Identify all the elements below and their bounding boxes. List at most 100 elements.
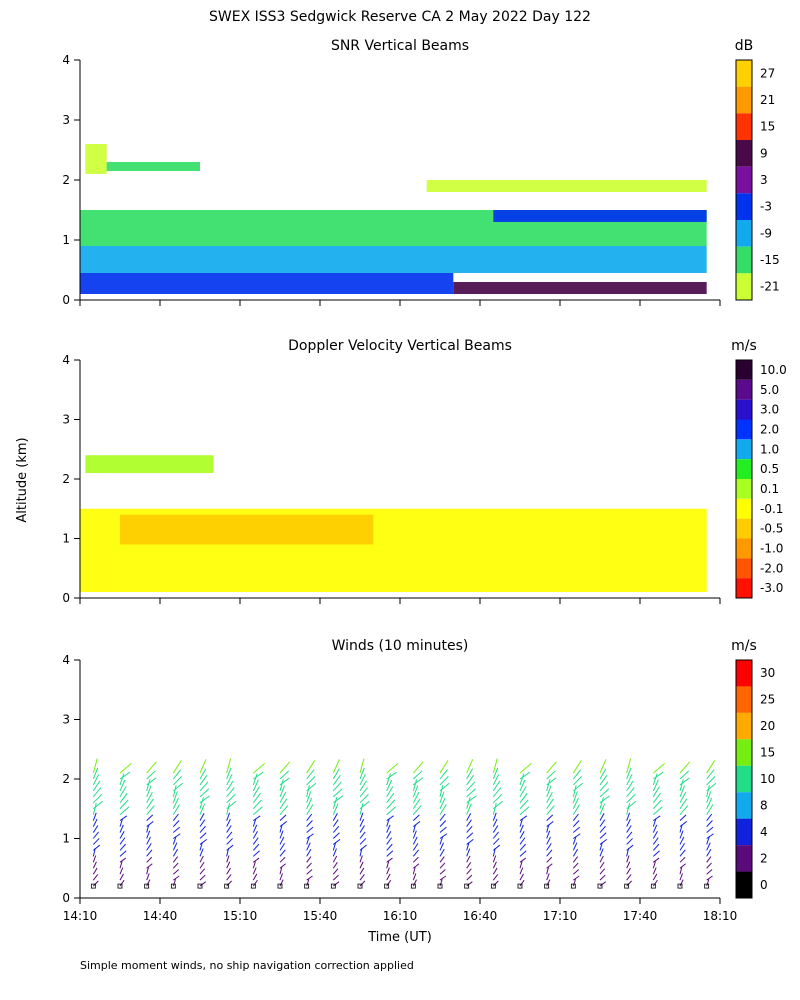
wind-barb	[679, 867, 683, 875]
colorbar-swatch	[736, 792, 752, 819]
calm-marker	[704, 883, 710, 889]
wind-barb	[626, 818, 631, 827]
y-tick-label: 3	[62, 713, 70, 727]
wind-barb	[92, 867, 98, 875]
wind-profile	[410, 761, 424, 889]
wind-barb	[279, 843, 286, 851]
wind-barb	[359, 800, 370, 810]
wind-barb	[172, 769, 182, 780]
wind-barb	[253, 857, 260, 863]
colorbar-swatch	[736, 379, 752, 400]
colorbar-label: -0.5	[760, 522, 783, 536]
wind-barb	[386, 786, 394, 798]
wind-profile	[650, 762, 666, 889]
wind-profile	[704, 760, 717, 889]
wind-barb	[546, 836, 551, 845]
wind-barb	[252, 861, 256, 869]
colorbar-swatch	[736, 360, 752, 380]
wind-barb	[546, 798, 554, 810]
colorbar-swatch	[736, 220, 752, 247]
calm-marker	[464, 883, 470, 889]
x-tick-label: 18:10	[703, 909, 738, 923]
wind-barb	[652, 818, 657, 827]
wind-barb	[119, 792, 128, 804]
colorbar-frame	[735, 59, 753, 301]
wind-barb	[706, 804, 714, 815]
wind-barb	[492, 758, 498, 774]
wind-barb	[306, 879, 310, 887]
wind-barb	[146, 777, 157, 786]
x-tick-label: 14:10	[63, 909, 98, 923]
wind-barb	[119, 818, 124, 827]
wind-barb	[172, 842, 178, 851]
wind-barb	[599, 881, 606, 887]
wind-barb	[92, 818, 98, 827]
wind-barb	[119, 779, 126, 792]
calm-marker	[170, 883, 176, 889]
colorbar-swatch	[736, 439, 752, 460]
wind-barb	[199, 842, 203, 851]
wind-barb	[359, 825, 365, 833]
wind-barb	[199, 862, 205, 869]
wind-barb	[199, 881, 206, 887]
wind-barb	[519, 799, 529, 810]
wind-barb	[466, 848, 471, 857]
colorbar-unit: m/s	[731, 338, 757, 354]
wind-barb	[706, 836, 710, 845]
wind-barb	[359, 794, 369, 804]
wind-barb	[199, 825, 206, 833]
wind-barb	[359, 855, 363, 863]
wind-barb	[679, 879, 684, 887]
wind-barb	[413, 777, 424, 786]
field-layer	[426, 180, 707, 192]
wind-barb	[253, 806, 263, 816]
colorbar-swatch	[736, 166, 752, 194]
wind-profile	[250, 762, 266, 889]
wind-barb	[279, 814, 287, 822]
wind-barb	[599, 825, 606, 833]
wind-barb	[572, 842, 578, 851]
wind-barb	[306, 826, 314, 833]
wind-barb	[466, 855, 471, 863]
colorbar-label: 1.0	[760, 442, 779, 456]
wind-barb	[306, 833, 314, 839]
wind-barb	[386, 799, 396, 810]
colorbar-label: 10	[760, 772, 775, 786]
wind-barb	[252, 867, 257, 875]
wind-barb	[146, 836, 151, 845]
wind-barb	[172, 776, 183, 786]
wind-barb	[626, 880, 632, 887]
wind-barb	[386, 837, 392, 845]
wind-barb	[706, 797, 713, 809]
wind-barb	[572, 760, 582, 774]
wind-barb	[466, 788, 476, 798]
x-tick-label: 17:40	[623, 909, 658, 923]
wind-barb	[653, 857, 660, 863]
wind-barb	[199, 781, 209, 792]
wind-barb	[359, 838, 367, 845]
wind-barb	[92, 780, 101, 792]
wind-barb	[626, 812, 631, 821]
wind-barb	[199, 774, 208, 786]
wind-barb	[626, 794, 636, 804]
wind-barb	[599, 839, 608, 845]
wind-barb	[279, 761, 291, 774]
wind-barb	[679, 863, 686, 869]
wind-barb	[626, 831, 633, 839]
wind-barb	[92, 825, 99, 833]
wind-barb	[572, 785, 577, 797]
wind-barb	[519, 873, 524, 881]
wind-barb	[119, 857, 127, 863]
wind-barb	[546, 821, 554, 827]
wind-barb	[492, 867, 498, 875]
wind-barb	[599, 795, 610, 804]
calm-marker	[570, 883, 576, 889]
wind-barb	[599, 848, 604, 857]
wind-barb	[626, 874, 632, 881]
wind-barb	[306, 820, 313, 827]
wind-barb	[92, 855, 97, 863]
wind-barb	[546, 856, 553, 863]
wind-barb	[492, 874, 499, 881]
wind-barb	[92, 861, 97, 869]
colorbar-label: 25	[760, 693, 775, 707]
